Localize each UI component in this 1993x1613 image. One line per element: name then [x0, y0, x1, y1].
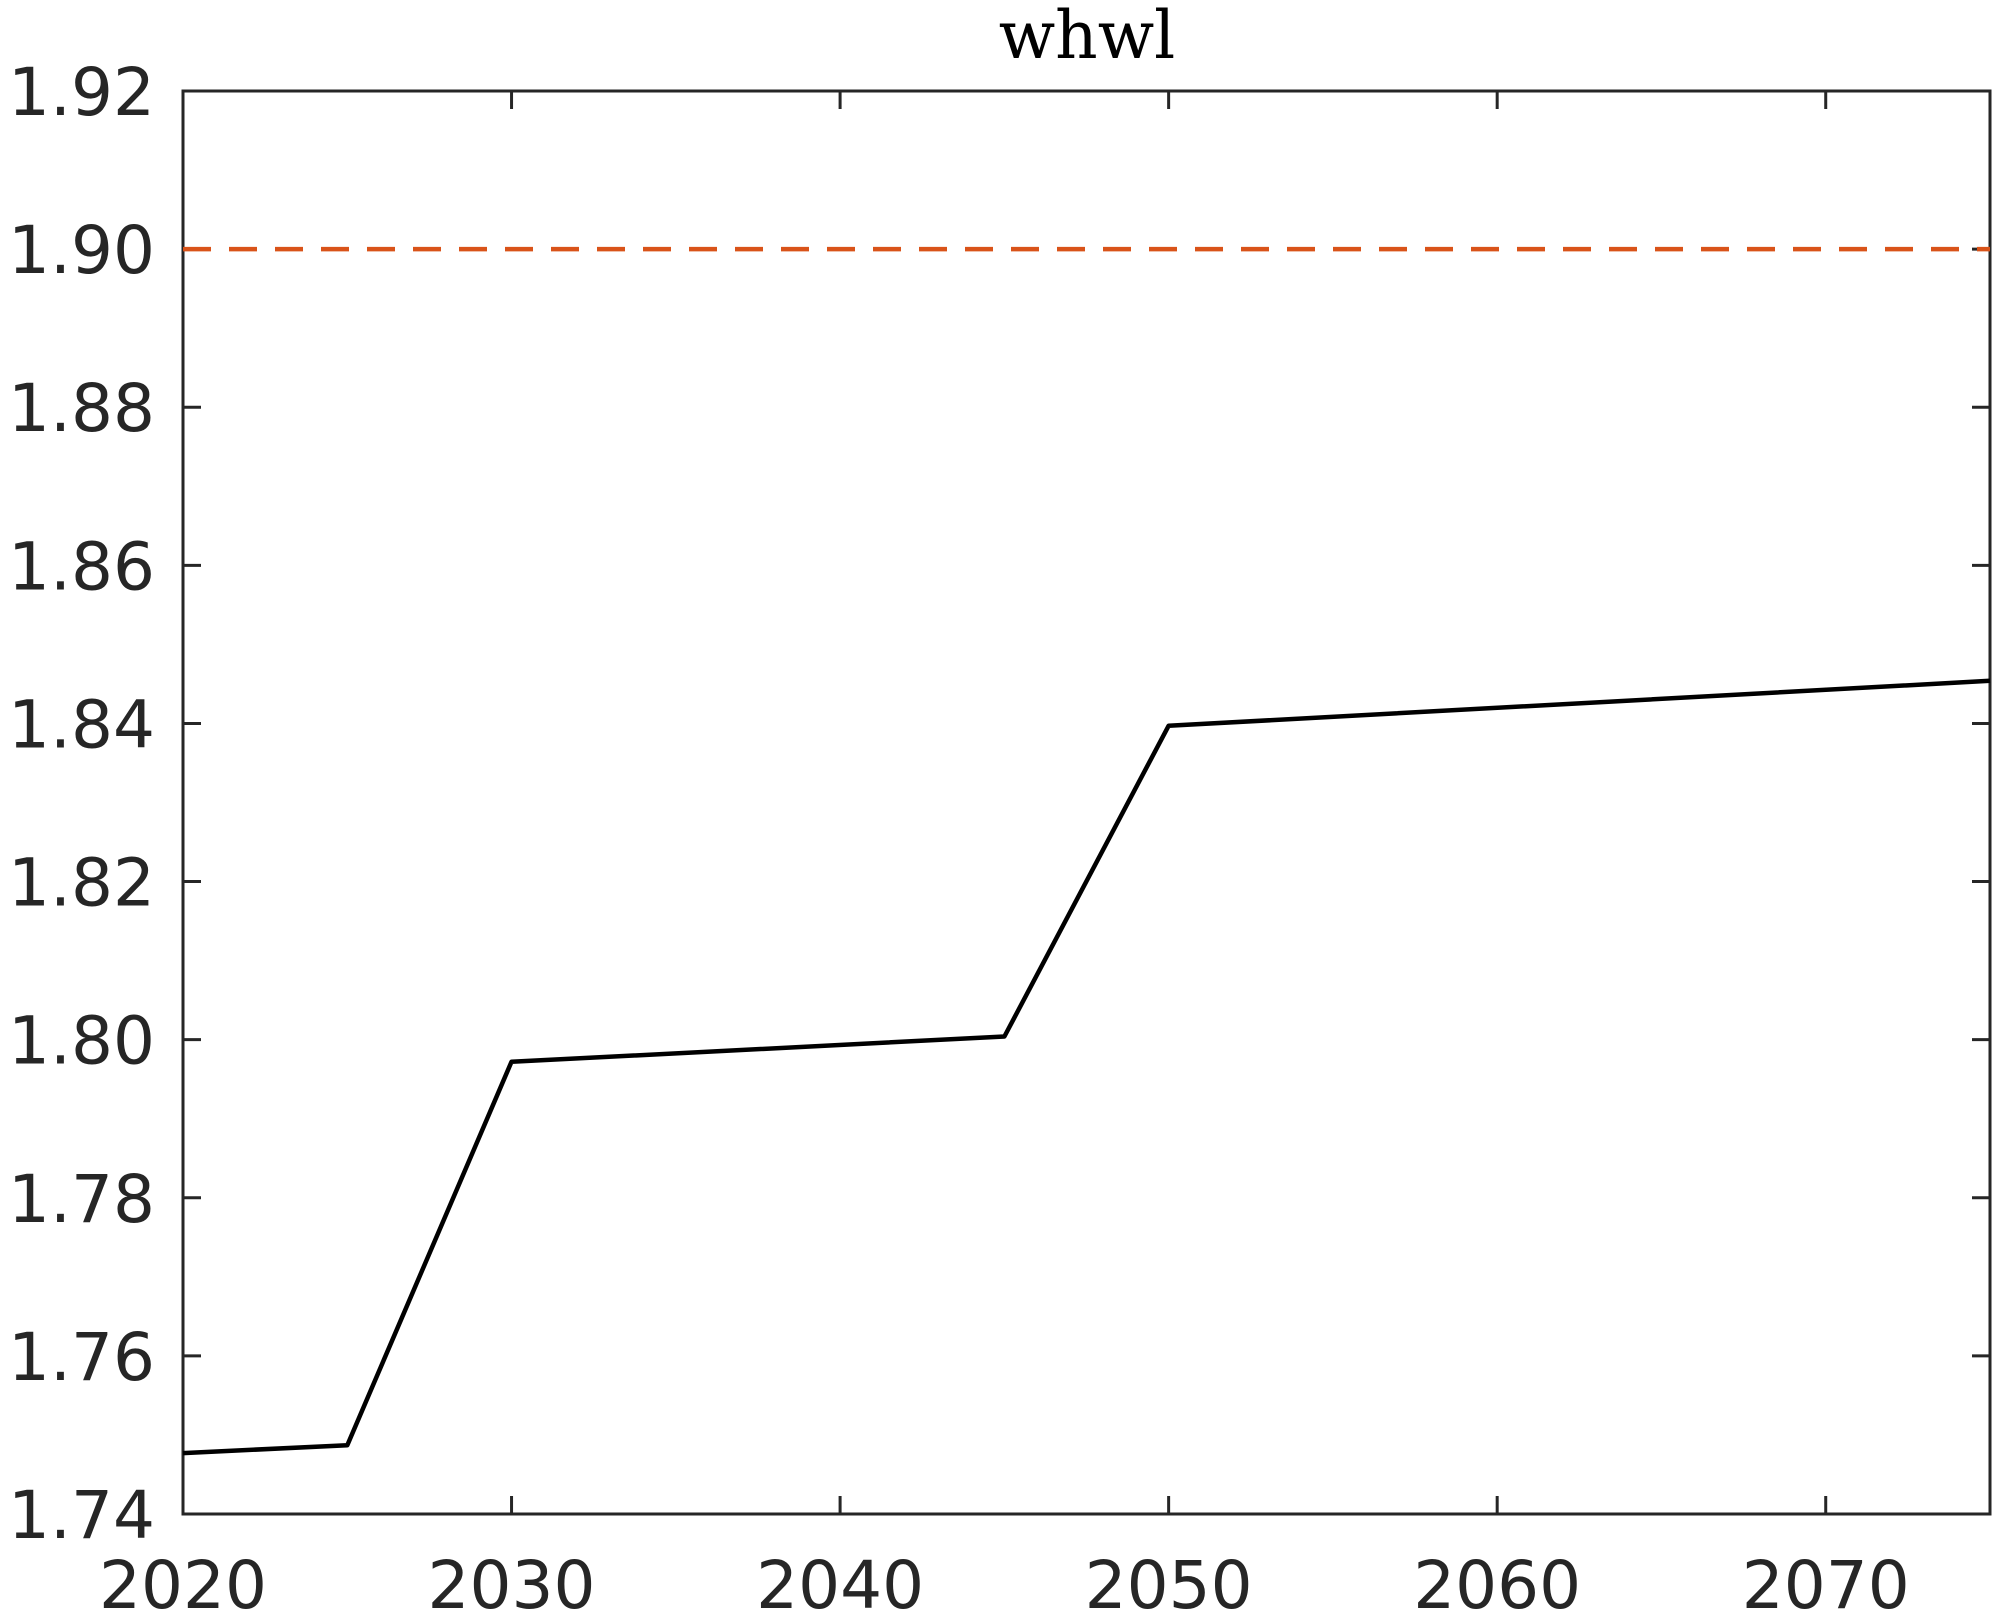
series-lines [182, 246, 1991, 1456]
y-tick-label: 1.78 [8, 1161, 155, 1238]
y-tick-label: 1.90 [8, 212, 155, 289]
x-tick-label: 2060 [1413, 1547, 1581, 1613]
axis-ticks [181, 89, 1990, 1516]
chart-title: whwl [999, 0, 1176, 74]
x-tick-label: 2070 [1742, 1547, 1910, 1613]
plot-area-frame [181, 89, 1992, 1516]
y-tick-label: 1.86 [8, 528, 155, 605]
y-tick-label: 1.74 [8, 1477, 155, 1554]
x-tick-label: 2050 [1085, 1547, 1253, 1613]
x-tick-label: 2030 [428, 1547, 596, 1613]
y-tick-label: 1.82 [8, 845, 155, 922]
x-tick-label: 2040 [756, 1547, 924, 1613]
y-tick-label: 1.92 [8, 54, 155, 131]
series-line [182, 678, 1991, 1456]
y-tick-label: 1.84 [8, 686, 155, 763]
y-tick-label: 1.88 [8, 370, 155, 447]
tick-labels: 2020 2030 2040 2050 2060 2070 1.74 1.76 1.78 1.80… [8, 54, 1910, 1613]
y-tick-label: 1.76 [8, 1319, 155, 1396]
x-tick-label: 2020 [99, 1547, 267, 1613]
y-tick-label: 1.80 [8, 1003, 155, 1080]
